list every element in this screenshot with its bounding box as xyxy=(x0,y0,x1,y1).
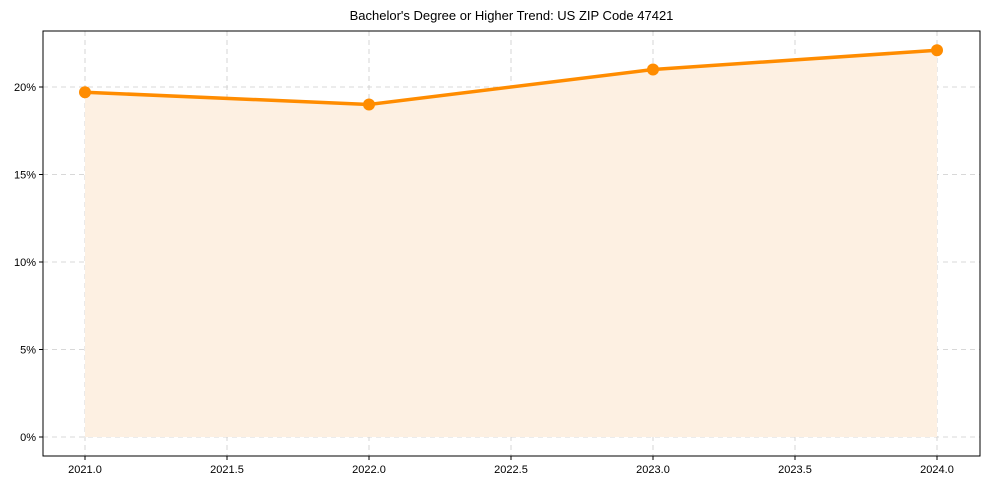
data-point xyxy=(647,63,659,76)
x-tick-label: 2021.0 xyxy=(68,464,102,476)
x-tick-label: 2022.5 xyxy=(494,464,528,476)
y-tick-label: 0% xyxy=(20,432,36,444)
y-tick-label: 10% xyxy=(14,257,36,269)
y-tick-label: 20% xyxy=(14,82,36,94)
y-tick-label: 15% xyxy=(14,170,36,182)
x-tick-label: 2021.5 xyxy=(210,464,244,476)
trend-line xyxy=(84,48,938,107)
data-point xyxy=(363,98,375,111)
data-point xyxy=(79,86,91,99)
chart-title: Bachelor's Degree or Higher Trend: US ZI… xyxy=(349,8,674,23)
x-tick-label: 2023.0 xyxy=(636,464,670,476)
y-tick-label: 5% xyxy=(20,345,36,357)
x-tick-label: 2024.0 xyxy=(920,464,954,476)
area-fill xyxy=(85,50,937,437)
data-point xyxy=(931,44,943,57)
x-tick-label: 2023.5 xyxy=(778,464,812,476)
x-tick-label: 2022.0 xyxy=(352,464,386,476)
